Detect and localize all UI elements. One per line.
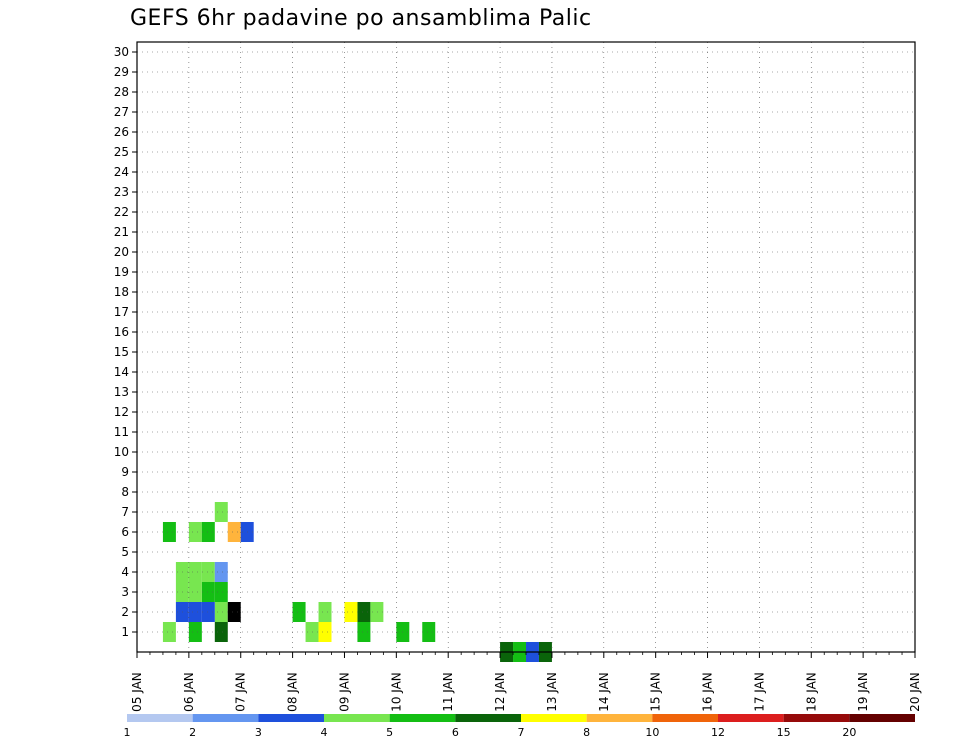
legend-label: 7 <box>518 726 525 739</box>
heatmap-cell <box>201 522 215 542</box>
x-tick-label: 20 JAN <box>908 672 922 712</box>
heatmap-cell <box>292 602 306 622</box>
plot-background <box>137 42 915 652</box>
y-tick-label: 15 <box>114 345 129 359</box>
heatmap-cell <box>214 602 228 622</box>
y-tick-label: 9 <box>121 465 129 479</box>
x-tick-label: 11 JAN <box>441 672 455 712</box>
y-tick-label: 21 <box>114 225 129 239</box>
x-tick-label: 17 JAN <box>752 672 766 712</box>
y-tick-label: 14 <box>114 365 129 379</box>
legend-swatch <box>389 714 456 722</box>
y-tick-label: 30 <box>114 45 129 59</box>
legend-label: 2 <box>189 726 196 739</box>
legend-swatch <box>324 714 390 722</box>
y-tick-label: 10 <box>114 445 129 459</box>
y-tick-label: 28 <box>114 85 129 99</box>
y-tick-label: 23 <box>114 185 129 199</box>
x-tick-label: 15 JAN <box>649 672 663 712</box>
y-tick-label: 13 <box>114 385 129 399</box>
heatmap-cell <box>370 602 384 622</box>
legend-swatch <box>718 714 784 722</box>
heatmap-cell <box>162 522 176 542</box>
legend-label: 8 <box>583 726 590 739</box>
legend-label: 20 <box>842 726 856 739</box>
y-tick-label: 22 <box>114 205 129 219</box>
legend-swatch <box>586 714 653 722</box>
y-tick-label: 18 <box>114 285 129 299</box>
y-tick-label: 17 <box>114 305 129 319</box>
x-tick-label: 10 JAN <box>389 672 403 712</box>
legend-swatch <box>258 714 324 722</box>
heatmap-cell <box>201 582 215 602</box>
legend-label: 1 <box>124 726 131 739</box>
heatmap-cell <box>188 562 202 582</box>
legend-label: 15 <box>777 726 791 739</box>
heatmap-cell <box>227 602 241 622</box>
x-tick-label: 16 JAN <box>701 672 715 712</box>
legend-label: 5 <box>386 726 393 739</box>
heatmap-cell <box>188 602 202 622</box>
legend-label: 10 <box>645 726 659 739</box>
y-tick-label: 11 <box>114 425 129 439</box>
y-tick-label: 20 <box>114 245 129 259</box>
y-tick-label: 24 <box>114 165 129 179</box>
x-tick-label: 06 JAN <box>182 672 196 712</box>
x-tick-label: 13 JAN <box>545 672 559 712</box>
x-tick-label: 12 JAN <box>493 672 507 712</box>
legend-swatch <box>192 714 259 722</box>
heatmap-cell <box>357 602 371 622</box>
x-tick-label: 07 JAN <box>234 672 248 712</box>
y-tick-label: 16 <box>114 325 129 339</box>
y-tick-label: 27 <box>114 105 129 119</box>
heatmap-cell <box>188 622 202 642</box>
y-tick-label: 8 <box>121 485 129 499</box>
legend-label: 4 <box>321 726 328 739</box>
y-tick-label: 12 <box>114 405 129 419</box>
heatmap-cell <box>214 562 228 582</box>
x-tick-label: 19 JAN <box>856 672 870 712</box>
heatmap-cell <box>162 622 176 642</box>
legend-swatch <box>521 714 587 722</box>
y-tick-label: 25 <box>114 145 129 159</box>
heatmap-cell <box>214 622 228 642</box>
heatmap-cell <box>201 562 215 582</box>
heatmap-cell <box>214 582 228 602</box>
heatmap-cell <box>227 522 241 542</box>
legend-swatch <box>127 714 193 722</box>
y-tick-label: 2 <box>121 605 129 619</box>
legend-swatch <box>455 714 521 722</box>
y-tick-label: 4 <box>121 565 129 579</box>
legend-swatch <box>783 714 850 722</box>
heatmap-cell <box>357 622 371 642</box>
y-tick-label: 26 <box>114 125 129 139</box>
legend-swatch <box>652 714 718 722</box>
chart-title: GEFS 6hr padavine po ansamblima Palic <box>130 6 592 31</box>
heatmap-cell <box>344 602 358 622</box>
x-tick-label: 08 JAN <box>286 672 300 712</box>
heatmap-cell <box>188 582 202 602</box>
y-tick-label: 7 <box>121 505 129 519</box>
legend-label: 12 <box>711 726 725 739</box>
y-tick-label: 5 <box>121 545 129 559</box>
x-tick-label: 18 JAN <box>804 672 818 712</box>
heatmap-cell <box>188 522 202 542</box>
heatmap-cell <box>318 602 332 622</box>
x-tick-label: 05 JAN <box>130 672 144 712</box>
legend-label: 3 <box>255 726 262 739</box>
y-tick-label: 1 <box>121 625 129 639</box>
heatmap-cell <box>214 502 228 522</box>
y-tick-label: 3 <box>121 585 129 599</box>
heatmap-cell <box>422 622 436 642</box>
x-tick-label: 09 JAN <box>337 672 351 712</box>
y-tick-label: 29 <box>114 65 129 79</box>
y-tick-label: 6 <box>121 525 129 539</box>
y-tick-label: 19 <box>114 265 129 279</box>
legend-label: 6 <box>452 726 459 739</box>
heatmap-cell <box>318 622 332 642</box>
legend-swatch <box>849 714 915 722</box>
x-tick-label: 14 JAN <box>597 672 611 712</box>
heatmap-cell <box>201 602 215 622</box>
